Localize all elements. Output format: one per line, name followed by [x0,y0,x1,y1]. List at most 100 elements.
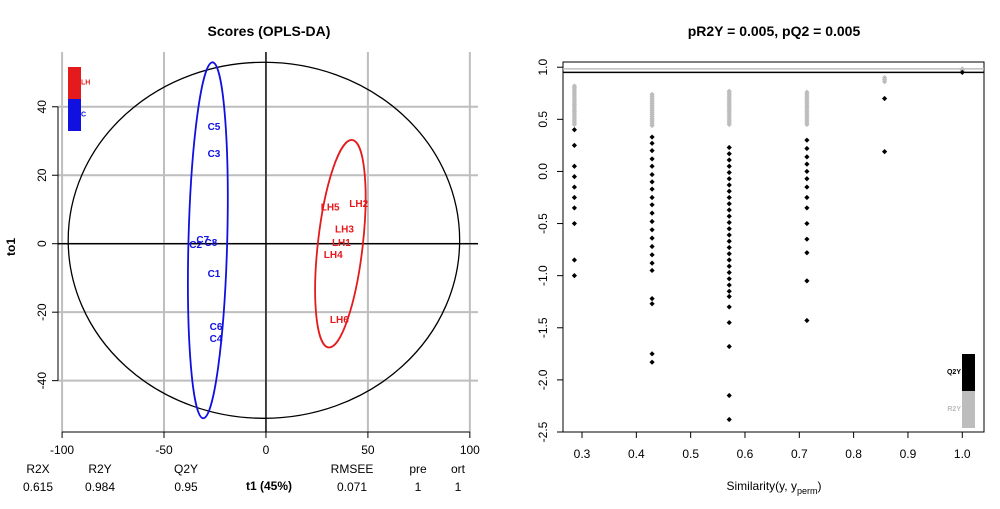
table-value-r2x: 0.615 [23,480,53,494]
x-tick-label-2: 0 [263,443,270,457]
q2y-point-53 [726,276,732,282]
y-tick-label-6: 0.5 [536,111,550,128]
q2y-point-0 [571,127,578,133]
table-header-q2y: Q2Y [174,462,198,476]
point-label-lh3: LH3 [335,225,354,236]
q2y-point-46 [726,232,732,238]
y-tick-label-4: -0.5 [536,213,550,234]
q2y-point-71 [804,220,810,227]
left-legend: LH C [68,67,90,131]
q2y-point-62 [804,137,810,143]
legend-swatch-lh [68,67,81,99]
y-tick-label-2: 0 [35,240,49,247]
q2y-point-37 [726,176,732,182]
q2y-point-70 [804,205,810,211]
table-header-r2y: R2Y [88,462,111,476]
legend-swatch-r2y [962,391,975,428]
y-tick-label-1: -20 [35,303,49,321]
q2y-point-19 [649,202,655,208]
q2y-point-32 [726,144,732,151]
q2y-point-14 [649,163,655,169]
point-label-c6: C6 [210,322,223,333]
q2y-point-17 [649,186,655,192]
left-axes: -100 -50 0 50 100 -40 -20 0 20 40 [35,52,480,457]
right-xlabel: Similarity(y, yperm) [727,479,822,496]
x-tick-label-3: 50 [361,443,375,457]
plot-frame [562,61,985,433]
q2y-series [571,69,965,423]
y-tick-label-0: -2.5 [536,421,550,442]
point-label-lh2: LH2 [349,199,368,210]
right-xlabel-close: ) [817,479,821,493]
x-tick-label-4: 100 [460,443,480,457]
x-tick-label-2: 0.5 [682,447,699,461]
left-ellipses [67,61,461,420]
left-ylabel: to1 [4,238,18,256]
q2y-point-2 [571,163,578,169]
x-tick-label-0: -100 [50,443,74,457]
table-header-rmsee: RMSEE [331,462,374,476]
q2y-point-42 [726,207,732,213]
q2y-point-18 [649,194,655,201]
q2y-point-5 [571,194,578,201]
right-title: pR2Y = 0.005, pQ2 = 0.005 [688,23,861,39]
right-legend: Q2Y R2Y [947,354,975,428]
y-tick-label-5: 0.0 [536,163,550,180]
q2y-point-16 [649,179,655,185]
q2y-point-1 [571,142,578,148]
q2y-point-30 [649,351,655,357]
point-label-c1: C1 [208,269,221,280]
q2y-point-73 [804,250,810,256]
point-label-lh5: LH5 [321,202,340,213]
legend-swatch-q2y [962,354,975,391]
left-grid [58,52,478,432]
table-header-ort: ort [451,462,466,476]
q2y-point-38 [726,182,732,188]
q2y-point-10 [649,134,655,140]
table-value-rmsee: 0.071 [337,480,367,494]
q2y-point-29 [649,301,655,307]
point-label-c4: C4 [210,334,223,345]
q2y-point-60 [726,392,732,399]
point-label-lh4: LH4 [324,250,343,261]
q2y-point-34 [726,157,732,163]
q2y-point-76 [881,95,888,102]
y-tick-label-3: 20 [35,168,49,182]
point-label-lh6: LH6 [330,315,349,326]
q2y-point-41 [726,201,732,207]
q2y-point-56 [726,293,732,300]
q2y-point-47 [726,238,732,244]
legend-label-r2y: R2Y [947,406,961,413]
q2y-point-55 [726,288,732,294]
q2y-point-51 [726,263,732,269]
point-label-c2: C2 [189,240,202,251]
q2y-point-21 [649,218,655,225]
summary-table: R2X 0.615 R2Y 0.984 Q2Y 0.95 RMSEE 0.071 pre 1 ort… [23,462,466,494]
q2y-point-26 [649,260,655,266]
q2y-point-13 [649,156,655,162]
q2y-point-75 [804,317,810,324]
group-ellipse-c [187,61,229,420]
q2y-point-12 [649,147,655,154]
q2y-point-59 [726,343,732,350]
point-label-c7: C7 [196,235,209,246]
right-axes: 0.3 0.4 0.5 0.6 0.7 0.8 0.9 1.0 -2.5 -2.0 -1.5 -1.0… [536,59,985,461]
x-tick-label-3: 0.6 [737,447,754,461]
q2y-point-9 [571,273,578,279]
q2y-point-43 [726,213,732,219]
q2y-point-64 [804,154,810,160]
q2y-point-63 [804,145,810,152]
q2y-point-20 [649,210,655,216]
r2y-point-2-18 [726,121,732,128]
legend-swatch-c [68,99,81,131]
hotelling-ellipse [67,61,461,419]
q2y-point-35 [726,163,732,169]
point-label-c3: C3 [208,149,221,160]
point-label-c8: C8 [205,238,218,249]
y-tick-label-2: -1.5 [536,317,550,338]
y-tick-label-3: -1.0 [536,265,550,286]
q2y-point-48 [726,244,732,251]
right-plot: pR2Y = 0.005, pQ2 = 0.005 Similarity(y, … [536,23,985,496]
q2y-point-50 [726,257,732,263]
